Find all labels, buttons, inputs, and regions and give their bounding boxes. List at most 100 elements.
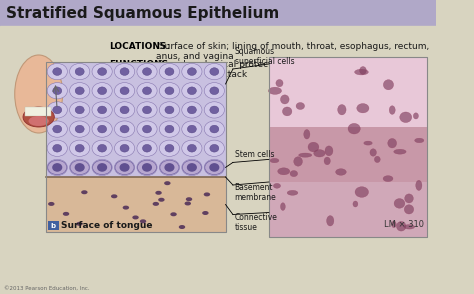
Ellipse shape [70, 102, 90, 118]
Ellipse shape [75, 106, 84, 114]
Bar [0, 0, 437, 26]
Ellipse shape [210, 68, 219, 76]
Ellipse shape [92, 140, 112, 156]
Ellipse shape [383, 80, 393, 90]
Ellipse shape [47, 64, 67, 80]
Ellipse shape [120, 144, 129, 152]
Ellipse shape [75, 68, 84, 76]
Ellipse shape [348, 123, 360, 134]
Ellipse shape [120, 106, 129, 114]
Ellipse shape [47, 121, 67, 137]
Text: Stratified Squamous Epithelium: Stratified Squamous Epithelium [6, 6, 279, 21]
Ellipse shape [137, 140, 157, 156]
Ellipse shape [405, 194, 413, 203]
Text: Stem cells: Stem cells [235, 151, 274, 159]
Ellipse shape [355, 187, 368, 197]
Ellipse shape [360, 66, 366, 74]
Ellipse shape [81, 190, 88, 194]
Ellipse shape [158, 198, 164, 202]
Ellipse shape [165, 144, 174, 152]
Ellipse shape [204, 192, 210, 196]
Ellipse shape [287, 190, 298, 195]
Ellipse shape [153, 202, 159, 206]
Ellipse shape [336, 169, 346, 175]
Ellipse shape [47, 83, 67, 99]
Ellipse shape [308, 142, 319, 152]
Ellipse shape [120, 87, 129, 95]
Ellipse shape [314, 150, 325, 157]
Ellipse shape [165, 163, 174, 171]
Ellipse shape [400, 112, 412, 123]
Ellipse shape [355, 69, 368, 75]
Ellipse shape [364, 141, 372, 145]
Ellipse shape [70, 140, 90, 156]
Ellipse shape [281, 95, 289, 104]
Bar [46, 62, 226, 232]
Text: ©2013 Pearson Education, Inc.: ©2013 Pearson Education, Inc. [4, 286, 89, 291]
Text: Surface of skin; lining of mouth, throat, esophagus, rectum,
anus, and vagina: Surface of skin; lining of mouth, throat… [156, 42, 430, 61]
Bar [46, 62, 226, 177]
Ellipse shape [137, 64, 157, 80]
Ellipse shape [204, 159, 224, 176]
Ellipse shape [137, 83, 157, 99]
Ellipse shape [48, 202, 55, 206]
Ellipse shape [325, 146, 333, 156]
Ellipse shape [159, 140, 180, 156]
Ellipse shape [353, 201, 358, 207]
Ellipse shape [53, 144, 62, 152]
Ellipse shape [143, 144, 152, 152]
Ellipse shape [299, 153, 312, 157]
Ellipse shape [98, 68, 107, 76]
Ellipse shape [70, 121, 90, 137]
Ellipse shape [98, 144, 107, 152]
Ellipse shape [53, 106, 62, 114]
Ellipse shape [114, 102, 135, 118]
Text: FUNCTIONS:: FUNCTIONS: [109, 60, 172, 69]
Ellipse shape [137, 121, 157, 137]
Ellipse shape [52, 163, 62, 172]
Ellipse shape [98, 106, 107, 114]
Ellipse shape [143, 125, 152, 133]
Ellipse shape [143, 87, 152, 95]
Ellipse shape [143, 106, 152, 114]
Ellipse shape [75, 144, 84, 152]
Ellipse shape [98, 163, 107, 171]
Ellipse shape [98, 125, 107, 133]
Ellipse shape [294, 157, 302, 166]
Ellipse shape [114, 140, 135, 156]
Ellipse shape [142, 163, 152, 172]
Ellipse shape [75, 87, 84, 95]
Ellipse shape [404, 225, 415, 229]
Ellipse shape [204, 64, 224, 80]
Ellipse shape [396, 221, 406, 231]
Ellipse shape [92, 64, 112, 80]
Ellipse shape [76, 222, 82, 226]
Ellipse shape [165, 125, 174, 133]
Text: Surface of tongue: Surface of tongue [61, 221, 152, 230]
Ellipse shape [120, 163, 129, 171]
Ellipse shape [204, 121, 224, 137]
Ellipse shape [159, 121, 180, 137]
Ellipse shape [111, 194, 118, 198]
Ellipse shape [204, 83, 224, 99]
Ellipse shape [170, 212, 177, 216]
Ellipse shape [160, 160, 179, 175]
Ellipse shape [159, 83, 180, 99]
Ellipse shape [70, 159, 90, 176]
Ellipse shape [413, 113, 419, 119]
Bar [48, 221, 59, 230]
Ellipse shape [70, 64, 90, 80]
Ellipse shape [114, 121, 135, 137]
Ellipse shape [327, 216, 334, 226]
Ellipse shape [392, 221, 396, 228]
Ellipse shape [119, 163, 129, 172]
Ellipse shape [115, 160, 134, 175]
Bar [269, 182, 427, 237]
Ellipse shape [53, 163, 62, 171]
Ellipse shape [187, 106, 196, 114]
Ellipse shape [187, 163, 197, 172]
Ellipse shape [273, 183, 281, 188]
Ellipse shape [182, 83, 202, 99]
Ellipse shape [187, 125, 196, 133]
Ellipse shape [270, 158, 279, 163]
